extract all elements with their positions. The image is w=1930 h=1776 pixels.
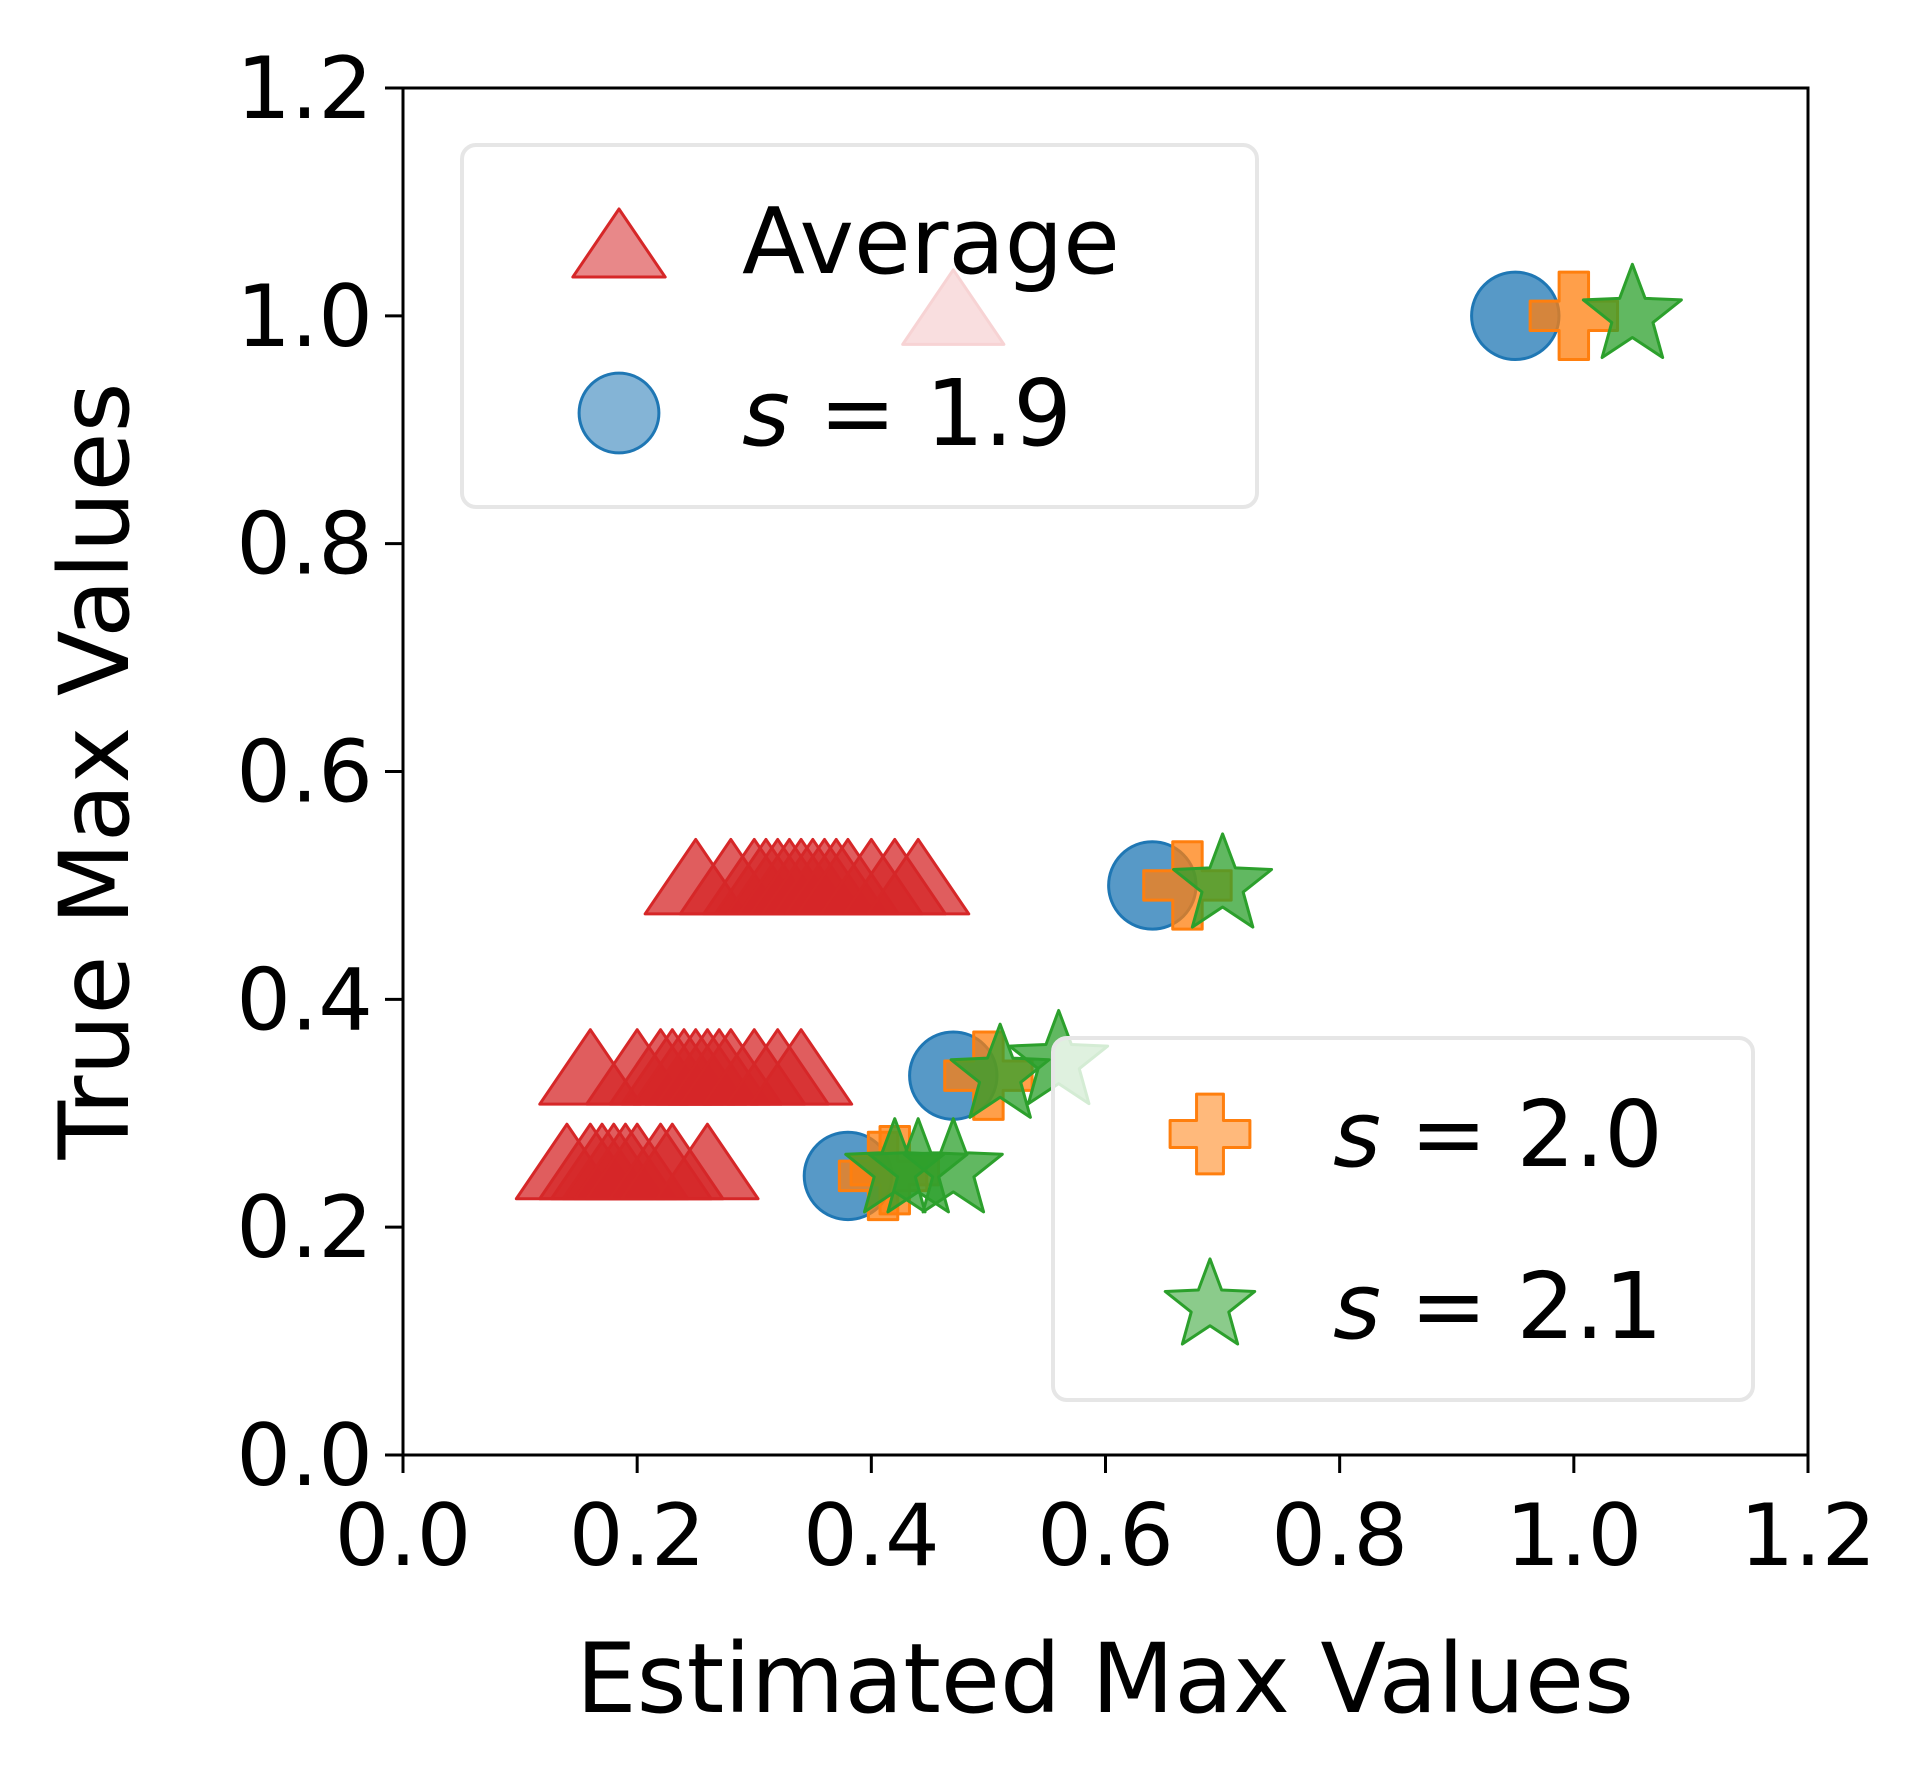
star-point: [1172, 832, 1274, 929]
legend-box: [460, 143, 1259, 509]
legend-upper-left: Average s = 1.9: [460, 143, 1259, 509]
legend-item: s = 1.9: [577, 360, 1072, 467]
legend-label-text: = 2.0: [1381, 1081, 1663, 1188]
legend-triangle-icon: [571, 207, 667, 279]
y-tick-label: 0.2: [236, 1178, 373, 1278]
x-axis-label: Estimated Max Values: [576, 1623, 1634, 1735]
star-point: [1581, 262, 1683, 360]
triangle-point: [748, 1028, 854, 1106]
legend-label: s = 2.0: [1333, 1081, 1663, 1188]
legend-label-text: Average: [742, 188, 1120, 295]
x-tick-label: 0.2: [569, 1486, 706, 1586]
x-tick-label: 0.8: [1271, 1486, 1408, 1586]
y-tick-label: 0.4: [236, 950, 373, 1050]
legend-label: Average: [742, 188, 1120, 295]
legend-star-icon: [1163, 1257, 1257, 1346]
x-tick-label: 1.2: [1740, 1486, 1877, 1586]
x-tick-label: 0.0: [335, 1486, 472, 1586]
star-point: [902, 1117, 1004, 1214]
triangle-point: [655, 1122, 760, 1201]
x-tick-label: 0.6: [1037, 1486, 1174, 1586]
legend-label-symbol: s: [742, 360, 790, 467]
legend-circle-icon: [577, 371, 661, 455]
x-tick-label: 0.4: [803, 1486, 940, 1586]
legend-item: s = 2.1: [1163, 1253, 1663, 1360]
legend-item: Average: [571, 188, 1120, 295]
y-tick-label: 1.0: [236, 267, 373, 367]
legend-label: s = 1.9: [742, 360, 1072, 467]
y-tick-label: 1.2: [236, 39, 373, 139]
series-triangle: [514, 268, 1006, 1201]
legend-plus-icon: [1168, 1092, 1252, 1176]
y-tick-label: 0.0: [236, 1406, 373, 1506]
legend-label-text: = 1.9: [790, 360, 1072, 467]
legend-label-symbol: s: [1333, 1081, 1381, 1188]
legend-label-text: = 2.1: [1381, 1253, 1663, 1360]
legend-item: s = 2.0: [1168, 1081, 1663, 1188]
legend-label-symbol: s: [1333, 1253, 1381, 1360]
y-tick-label: 0.8: [236, 495, 373, 595]
legend-lower-right: s = 2.0s = 2.1: [1051, 1036, 1755, 1402]
legend-label: s = 2.1: [1333, 1253, 1663, 1360]
triangle-point: [866, 837, 971, 916]
y-tick-label: 0.6: [236, 723, 373, 823]
y-axis-label: True Max Values: [39, 382, 151, 1160]
x-tick-label: 1.0: [1505, 1486, 1642, 1586]
